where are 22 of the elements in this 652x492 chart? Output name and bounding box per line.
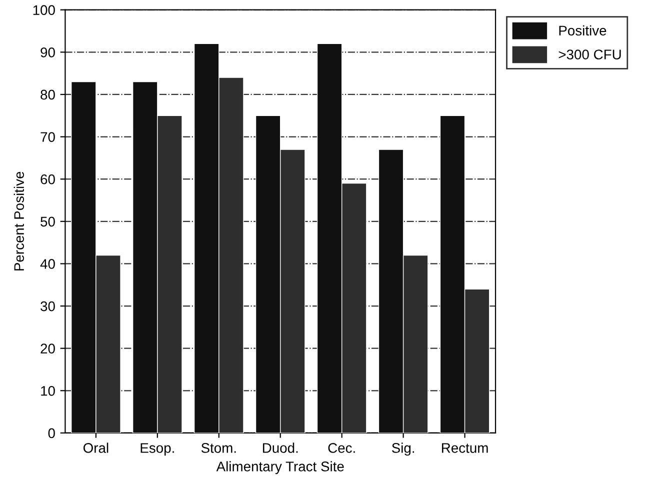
y-tick-label: 60	[40, 174, 55, 184]
x-tick-label: Rectum	[442, 443, 488, 453]
legend-label: Positive	[559, 25, 606, 36]
y-tick-label: 50	[40, 216, 55, 227]
y-tick-label: 40	[40, 259, 55, 269]
x-tick-label: Duod.	[262, 442, 298, 453]
y-tick-label: 70	[40, 132, 55, 142]
x-axis-title: Alimentary Tract Site	[216, 461, 344, 474]
y-tick-label: 100	[33, 5, 55, 16]
x-tick-label: Stom.	[201, 443, 236, 453]
y-tick-label: 10	[41, 386, 55, 396]
y-axis-title: Percent Positive	[14, 172, 24, 270]
x-tick-label: Sig.	[392, 442, 414, 456]
x-tick-label: Esop.	[140, 443, 174, 456]
x-tick-label: Oral	[83, 442, 108, 453]
y-tick-label: 20	[40, 344, 55, 354]
y-tick-label: 80	[40, 90, 55, 100]
legend-label: >300 CFU	[558, 50, 621, 60]
y-tick-label: 0	[48, 428, 55, 438]
y-tick-label: 30	[40, 301, 55, 312]
x-tick-label: Cec.	[328, 443, 355, 453]
y-tick-label: 90	[40, 47, 55, 58]
